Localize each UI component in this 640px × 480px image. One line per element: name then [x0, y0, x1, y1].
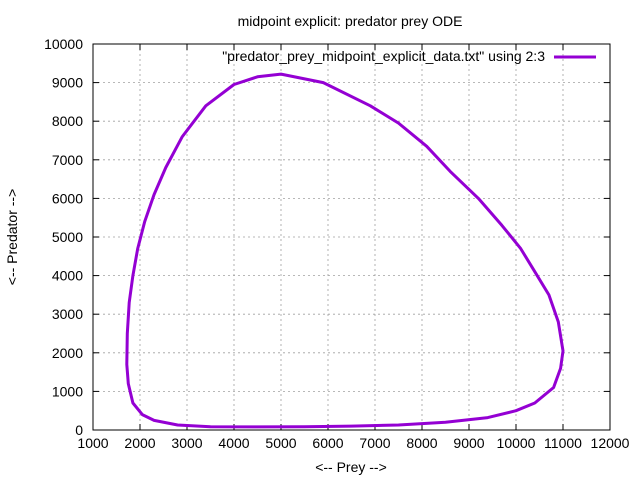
- y-tick-label: 6000: [52, 190, 83, 206]
- x-axis: 1000 2000 3000 4000 5000 6000 7000 8000 9000 1000…: [77, 44, 630, 451]
- y-tick-label: 10000: [44, 36, 83, 52]
- x-axis-label: <-- Prey -->: [315, 459, 387, 475]
- x-tick-label: 9000: [453, 435, 484, 451]
- y-tick-label: 5000: [52, 229, 83, 245]
- x-tick-label: 10000: [497, 435, 536, 451]
- y-tick-label: 1000: [52, 383, 83, 399]
- grid-lines: [93, 44, 610, 430]
- plot-frame: [92, 43, 611, 431]
- chart-title: midpoint explicit: predator prey ODE: [238, 13, 463, 29]
- x-tick-label: 1000: [77, 435, 108, 451]
- x-tick-label: 2000: [124, 435, 155, 451]
- x-tick-label: 7000: [359, 435, 390, 451]
- y-axis: 0 1000 2000 3000 4000 5000 6000 7000 8000 9000 100…: [44, 36, 610, 438]
- legend: "predator_prey_midpoint_explicit_data.tx…: [222, 48, 596, 64]
- x-tick-label: 3000: [171, 435, 202, 451]
- y-tick-label: 2000: [52, 345, 83, 361]
- series-line: [125, 72, 565, 429]
- y-axis-label: <-- Predator -->: [4, 189, 20, 285]
- y-tick-label: 9000: [52, 75, 83, 91]
- x-tick-label: 4000: [218, 435, 249, 451]
- x-tick-label: 5000: [265, 435, 296, 451]
- y-tick-label: 0: [75, 422, 83, 438]
- y-tick-label: 3000: [52, 306, 83, 322]
- x-tick-label: 8000: [406, 435, 437, 451]
- legend-label: "predator_prey_midpoint_explicit_data.tx…: [222, 48, 545, 64]
- x-tick-label: 12000: [591, 435, 630, 451]
- y-tick-label: 4000: [52, 268, 83, 284]
- y-tick-label: 8000: [52, 113, 83, 129]
- y-tick-label: 7000: [52, 152, 83, 168]
- x-tick-label: 6000: [312, 435, 343, 451]
- x-tick-label: 11000: [544, 435, 582, 451]
